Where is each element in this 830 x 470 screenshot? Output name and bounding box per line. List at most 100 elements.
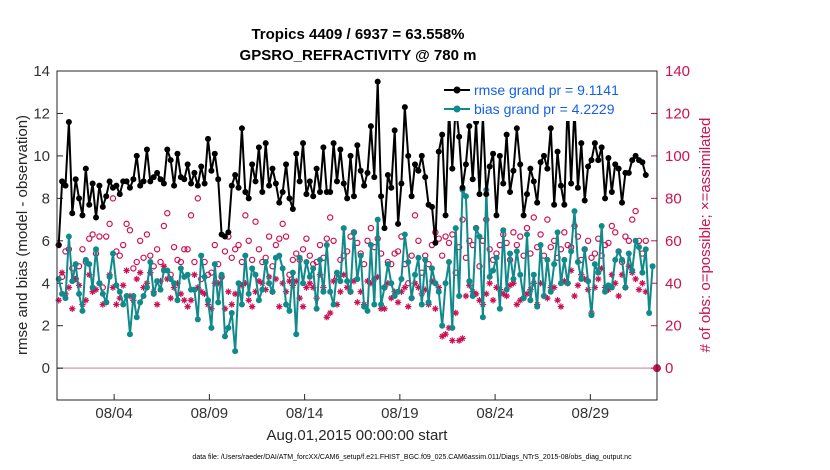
bias-point	[225, 324, 232, 331]
bias-point	[520, 295, 527, 302]
obs-assimilated-point	[160, 263, 168, 270]
obs-possible-point	[584, 237, 592, 245]
y-right-tick-label: 120	[665, 105, 690, 122]
obs-possible-point	[160, 222, 168, 230]
bias-point	[476, 233, 483, 240]
obs-assimilated-point	[567, 267, 575, 274]
obs-possible-point	[272, 241, 280, 249]
rmse-point	[524, 191, 531, 198]
bias-point	[473, 225, 480, 232]
rmse-point	[201, 180, 208, 187]
obs-assimilated-point	[293, 277, 300, 285]
bias-point	[191, 286, 198, 293]
obs-possible-point	[184, 246, 191, 253]
rmse-point	[340, 180, 347, 187]
obs-possible-point	[255, 246, 263, 253]
bias-point	[425, 299, 432, 306]
obs-assimilated-point	[99, 301, 107, 308]
rmse-point	[459, 184, 466, 191]
obs-assimilated-point	[109, 284, 117, 291]
bias-point	[211, 261, 218, 268]
rmse-point	[157, 176, 164, 183]
rmse-point	[140, 178, 147, 185]
bias-point	[269, 288, 276, 295]
bias-point	[103, 299, 110, 306]
obs-assimilated-point	[452, 309, 459, 317]
obs-assimilated-point	[296, 294, 303, 302]
obs-possible-point	[96, 233, 103, 240]
obs-possible-point	[248, 256, 256, 264]
obs-assimilated-point	[337, 288, 344, 295]
bias-point	[126, 331, 133, 338]
obs-assimilated-point	[476, 297, 483, 304]
obs-assimilated-point	[561, 277, 568, 285]
bias-point	[164, 267, 171, 274]
bias-point	[293, 331, 300, 338]
rmse-point	[547, 125, 554, 132]
rmse-point	[435, 148, 442, 155]
obs-possible-point	[625, 237, 633, 245]
obs-possible-point	[242, 212, 249, 219]
chart-title: Tropics 4409 / 6937 = 63.558%	[251, 26, 464, 43]
bias-point	[588, 312, 595, 319]
obs-assimilated-point	[69, 305, 76, 312]
obs-assimilated-point	[445, 324, 453, 332]
obs-assimilated-point	[303, 284, 310, 291]
obs-assimilated-point	[282, 288, 290, 295]
bias-point	[72, 261, 79, 268]
obs-possible-point	[445, 239, 453, 247]
rmse-point	[113, 182, 120, 189]
x-tick-label: 08/04	[95, 405, 133, 422]
obs-assimilated-point	[571, 292, 578, 300]
bias-point	[551, 261, 558, 268]
bias-point	[143, 284, 150, 291]
obs-assimilated-point	[123, 267, 130, 274]
rmse-point	[510, 167, 517, 174]
bias-point	[585, 278, 592, 285]
obs-assimilated-point	[330, 277, 337, 285]
obs-possible-point	[235, 241, 242, 249]
bias-point	[350, 229, 357, 236]
obs-possible-point	[537, 231, 544, 238]
bias-point	[76, 290, 83, 297]
obs-assimilated-point	[581, 275, 588, 283]
obs-assimilated-point	[58, 269, 66, 276]
x-tick-label: 08/19	[381, 405, 419, 422]
rmse-point	[619, 199, 626, 206]
obs-possible-point	[86, 235, 93, 242]
bias-point	[347, 288, 354, 295]
y-tick-label: 2	[42, 318, 50, 335]
obs-possible-point	[523, 224, 531, 232]
obs-assimilated-point	[299, 303, 307, 310]
obs-assimilated-point	[136, 269, 144, 276]
obs-possible-point	[588, 254, 595, 261]
rmse-point	[279, 188, 286, 195]
obs-assimilated-point	[231, 290, 239, 298]
rmse-point	[320, 144, 327, 151]
rmse-point	[378, 193, 385, 200]
obs-assimilated-point	[323, 314, 330, 321]
bias-point	[378, 301, 385, 308]
chart-subtitle: GPSRO_REFRACTIVITY @ 780 m	[240, 47, 477, 64]
rmse-point	[86, 201, 93, 208]
rmse-point	[415, 167, 422, 174]
obs-possible-point	[629, 216, 636, 223]
obs-assimilated-point	[411, 280, 419, 287]
obs-assimilated-point	[147, 269, 154, 276]
obs-possible-point	[123, 220, 130, 228]
bias-point	[557, 280, 564, 287]
obs-possible-point	[194, 195, 202, 202]
obs-assimilated-point	[133, 275, 140, 283]
rmse-point	[507, 188, 514, 195]
bias-point	[530, 271, 537, 278]
rmse-point	[551, 201, 558, 208]
bias-point	[578, 276, 585, 283]
obs-assimilated-point	[116, 294, 123, 302]
bias-point	[323, 242, 330, 249]
rmse-point	[337, 146, 344, 153]
bias-point	[283, 301, 290, 308]
obs-possible-point	[303, 235, 310, 242]
bias-point	[130, 292, 137, 299]
rmse-point	[116, 191, 123, 198]
obs-assimilated-point	[310, 284, 317, 291]
